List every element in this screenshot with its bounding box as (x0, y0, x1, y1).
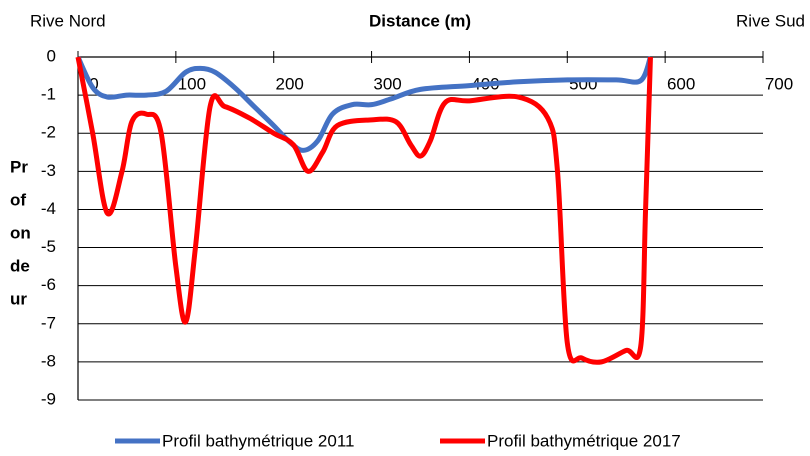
left-label: Rive Nord (30, 11, 106, 30)
y-tick-label: -9 (41, 389, 56, 408)
y-tick-label: 0 (47, 46, 56, 65)
legend-label: Profil bathymétrique 2017 (487, 431, 681, 450)
x-tick-label: 0 (89, 74, 98, 93)
y-tick-label: -5 (41, 237, 56, 256)
y-axis-label: de (10, 256, 30, 275)
x-tick-label: 200 (276, 74, 304, 93)
y-tick-label: -8 (41, 351, 56, 370)
chart-title: Distance (m) (369, 11, 471, 30)
x-tick-label: 300 (373, 74, 401, 93)
y-axis-label: on (10, 223, 31, 242)
y-tick-label: -6 (41, 275, 56, 294)
x-tick-label: 100 (178, 74, 206, 93)
series-line (75, 56, 653, 365)
y-tick-label: -7 (41, 313, 56, 332)
x-tick-label: 700 (765, 74, 793, 93)
y-tick-label: -1 (41, 85, 56, 104)
y-tick-label: -3 (41, 161, 56, 180)
y-axis-label: of (10, 190, 26, 209)
y-axis-label: ur (10, 289, 27, 308)
x-tick-label: 600 (667, 74, 695, 93)
y-axis-label: Pr (10, 157, 28, 176)
legend-label: Profil bathymétrique 2011 (162, 431, 354, 450)
y-tick-label: -2 (41, 123, 56, 142)
right-label: Rive Sud (736, 11, 805, 30)
y-tick-label: -4 (41, 199, 56, 218)
